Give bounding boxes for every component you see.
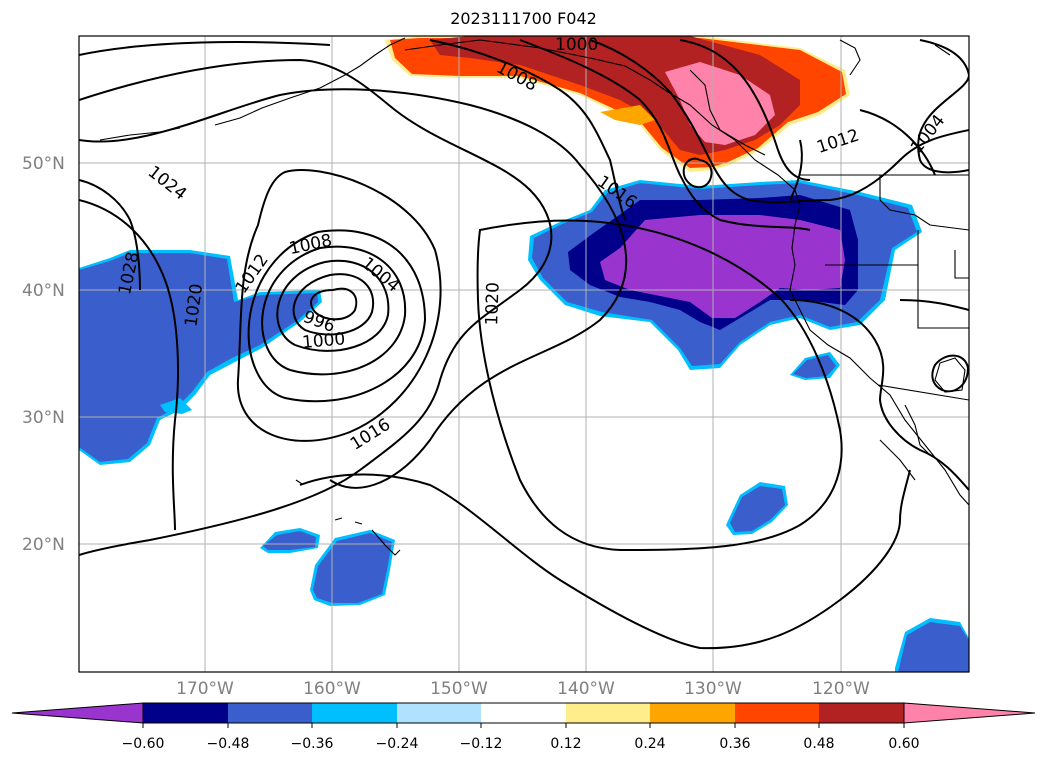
colorbar-tick-label: −0.12	[460, 736, 503, 752]
coastlines	[99, 37, 969, 556]
map-frame	[78, 35, 970, 673]
colorbar-ticks	[142, 723, 905, 728]
colorbar-tick-label: −0.24	[376, 736, 419, 752]
colorbar-extend-high	[903, 702, 1036, 724]
latitude-label: 20°N	[22, 535, 65, 555]
map-area: 1000 1008 1004 1012 1024 1028 1020 1012 …	[79, 35, 969, 672]
latitude-labels: 50°N 40°N 30°N 20°N	[22, 154, 65, 555]
graticule	[79, 36, 969, 672]
longitude-label: 120°W	[812, 679, 870, 699]
colorbar-tick-label: −0.36	[291, 736, 334, 752]
colorbar-tick-label: 0.60	[888, 736, 919, 752]
colorbar-tick-label: 0.36	[719, 736, 750, 752]
colorbar-tick-labels: −0.60 −0.48 −0.36 −0.24 −0.12 0.12 0.24 …	[122, 736, 920, 752]
isobar-label: 1000	[555, 35, 598, 55]
colorbar-segment	[650, 703, 735, 723]
longitude-label: 160°W	[303, 679, 361, 699]
isobars	[79, 39, 969, 650]
colorbar-extend-low	[11, 702, 144, 724]
longitude-labels: 170°W 160°W 150°W 140°W 130°W 120°W	[176, 679, 870, 699]
colorbar-segment	[397, 703, 481, 723]
colorbar-segment	[819, 703, 904, 723]
isobar-label: 1020	[482, 282, 503, 326]
longitude-label: 150°W	[430, 679, 488, 699]
colorbar-tick-label: 0.24	[634, 736, 665, 752]
colorbar-segment	[312, 703, 397, 723]
colorbar-tick-label: 0.48	[803, 736, 834, 752]
colorbar: −0.60 −0.48 −0.36 −0.24 −0.12 0.12 0.24 …	[11, 702, 1036, 752]
latitude-label: 50°N	[22, 154, 65, 174]
negative-anomaly-region-west	[79, 250, 395, 606]
colorbar-tick-label: 0.12	[550, 736, 581, 752]
colorbar-segment	[228, 703, 312, 723]
colorbar-segment	[143, 703, 228, 723]
longitude-label: 140°W	[557, 679, 615, 699]
longitude-label: 170°W	[176, 679, 234, 699]
isobar-label: 1000	[301, 329, 346, 353]
plot-title: 2023111700 F042	[450, 9, 597, 28]
colorbar-tick-label: −0.60	[122, 736, 165, 752]
colorbar-tick-label: −0.48	[207, 736, 250, 752]
longitude-label: 130°W	[684, 679, 742, 699]
colorbar-segment	[735, 703, 819, 723]
colorbar-segment	[481, 703, 566, 723]
latitude-label: 30°N	[22, 408, 65, 428]
colorbar-segment	[566, 703, 650, 723]
latitude-label: 40°N	[22, 281, 65, 301]
